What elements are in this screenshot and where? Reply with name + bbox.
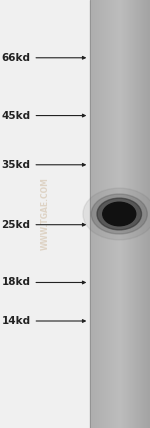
Bar	[142, 0, 143, 428]
Bar	[132, 0, 133, 428]
Ellipse shape	[103, 202, 136, 226]
Bar	[92, 0, 93, 428]
Bar	[148, 0, 149, 428]
Bar	[100, 0, 101, 428]
Ellipse shape	[83, 188, 150, 240]
Bar	[97, 0, 98, 428]
Text: 14kd: 14kd	[2, 316, 85, 326]
Bar	[109, 0, 110, 428]
Bar	[147, 0, 148, 428]
Bar	[130, 0, 131, 428]
Bar	[124, 0, 125, 428]
Bar	[108, 0, 109, 428]
Bar	[146, 0, 147, 428]
Bar	[114, 0, 115, 428]
Text: 25kd: 25kd	[2, 220, 85, 230]
Bar	[134, 0, 135, 428]
Bar	[116, 0, 117, 428]
Bar	[139, 0, 140, 428]
Bar	[103, 0, 104, 428]
Bar	[90, 0, 91, 428]
Bar	[104, 0, 105, 428]
Bar	[119, 0, 120, 428]
Bar	[140, 0, 141, 428]
Bar	[101, 0, 102, 428]
Bar	[117, 0, 118, 428]
Text: WWW.TGAE.COM: WWW.TGAE.COM	[40, 178, 50, 250]
Bar	[110, 0, 111, 428]
Bar	[138, 0, 139, 428]
Bar	[143, 0, 144, 428]
Bar	[135, 0, 136, 428]
Bar	[128, 0, 129, 428]
Bar	[96, 0, 97, 428]
Bar	[126, 0, 127, 428]
Bar	[112, 0, 113, 428]
Bar	[131, 0, 132, 428]
Bar	[107, 0, 108, 428]
Bar	[94, 0, 95, 428]
Bar	[118, 0, 119, 428]
Bar	[120, 0, 121, 428]
Bar	[111, 0, 112, 428]
Bar	[123, 0, 124, 428]
Ellipse shape	[91, 194, 147, 234]
Text: 66kd: 66kd	[2, 53, 85, 63]
Bar	[144, 0, 145, 428]
Bar	[99, 0, 100, 428]
Bar	[102, 0, 103, 428]
Bar	[93, 0, 94, 428]
Bar	[149, 0, 150, 428]
Bar	[106, 0, 107, 428]
Ellipse shape	[97, 198, 142, 230]
Bar	[122, 0, 123, 428]
Bar	[115, 0, 116, 428]
Bar	[141, 0, 142, 428]
Bar	[136, 0, 137, 428]
Bar	[113, 0, 114, 428]
Bar	[91, 0, 92, 428]
Text: 35kd: 35kd	[2, 160, 85, 170]
Bar	[95, 0, 96, 428]
Bar	[98, 0, 99, 428]
Bar	[137, 0, 138, 428]
Bar	[145, 0, 146, 428]
Bar	[127, 0, 128, 428]
Bar	[129, 0, 130, 428]
Bar	[125, 0, 126, 428]
Bar	[121, 0, 122, 428]
Text: 45kd: 45kd	[2, 110, 85, 121]
Text: 18kd: 18kd	[2, 277, 85, 288]
Bar	[133, 0, 134, 428]
Bar	[105, 0, 106, 428]
